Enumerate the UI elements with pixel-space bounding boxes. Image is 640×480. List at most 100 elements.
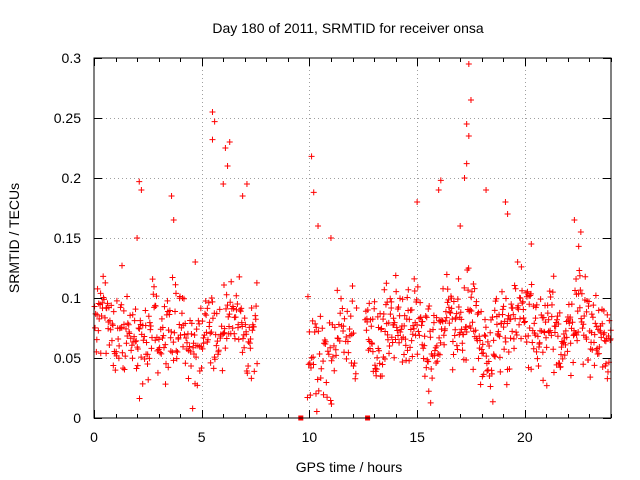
data-point (433, 314, 440, 321)
data-point (583, 308, 590, 315)
data-point (449, 338, 456, 345)
data-point (198, 365, 205, 372)
data-point (320, 391, 327, 398)
data-point (350, 330, 357, 337)
data-point (459, 340, 466, 347)
data-point (350, 362, 357, 369)
data-point (341, 315, 348, 322)
data-point (395, 332, 402, 339)
data-point (138, 354, 145, 361)
data-point (247, 345, 254, 352)
data-point (365, 347, 372, 354)
data-point (493, 295, 500, 302)
data-point (103, 350, 110, 357)
data-point (340, 323, 347, 330)
data-point (185, 375, 192, 382)
data-point (167, 334, 174, 341)
data-point (232, 314, 239, 321)
data-point (476, 337, 483, 344)
data-point (155, 336, 162, 343)
data-point (131, 333, 138, 340)
data-point (421, 342, 428, 349)
data-point (532, 315, 539, 322)
data-point (426, 303, 433, 310)
data-point (254, 360, 261, 367)
data-point (231, 335, 238, 342)
data-point (425, 358, 432, 365)
data-point (306, 328, 313, 335)
data-point (223, 291, 230, 298)
data-point (502, 295, 509, 302)
data-point-peak (315, 223, 322, 229)
x-tick-label: 20 (517, 429, 533, 445)
data-point (239, 323, 246, 330)
data-point (581, 313, 588, 320)
data-point (604, 311, 611, 318)
data-point (187, 348, 194, 355)
data-point (229, 325, 236, 332)
data-point (482, 333, 489, 340)
data-point (211, 356, 218, 363)
data-point (420, 345, 427, 352)
data-point (487, 329, 494, 336)
data-point (371, 298, 378, 305)
data-point (414, 351, 421, 358)
data-point (142, 322, 149, 329)
data-point (507, 316, 514, 323)
data-point (528, 290, 535, 297)
data-point (209, 315, 216, 322)
data-point-peak (226, 139, 233, 145)
data-point (602, 338, 609, 345)
data-point (414, 283, 421, 290)
data-point (390, 315, 397, 322)
data-point (328, 357, 335, 364)
data-point (371, 305, 378, 312)
data-point (317, 374, 324, 381)
data-point (381, 286, 388, 293)
data-point (133, 365, 140, 372)
data-point (413, 296, 420, 303)
data-point (536, 339, 543, 346)
data-point (233, 292, 240, 299)
data-point (592, 292, 599, 299)
data-point (482, 316, 489, 323)
data-point (446, 309, 453, 316)
data-point-peak (457, 223, 464, 229)
data-point (587, 374, 594, 381)
y-tick-label: 0.15 (54, 230, 81, 246)
data-point (204, 305, 211, 312)
data-point (408, 337, 415, 344)
data-point (543, 344, 550, 351)
data-point (144, 351, 151, 358)
data-point (366, 345, 373, 352)
data-point (463, 328, 470, 335)
data-point (131, 317, 138, 324)
data-point (332, 346, 339, 353)
data-point (169, 349, 176, 356)
data-point (147, 326, 154, 333)
data-point (210, 365, 217, 372)
data-point (468, 288, 475, 295)
data-point (184, 339, 191, 346)
data-point (209, 298, 216, 305)
data-point (316, 351, 323, 358)
data-point-peak (220, 181, 227, 187)
data-point (395, 304, 402, 311)
data-point (110, 308, 117, 315)
data-point (317, 313, 324, 320)
data-point (548, 313, 555, 320)
data-point (344, 308, 351, 315)
data-point (431, 352, 438, 359)
data-point (499, 306, 506, 313)
data-point (222, 345, 229, 352)
data-point (497, 368, 504, 375)
data-point (440, 332, 447, 339)
data-point (529, 339, 536, 346)
data-point (479, 350, 486, 357)
data-point (160, 332, 167, 339)
data-point (310, 354, 317, 361)
data-point (230, 305, 237, 312)
data-point (543, 334, 550, 341)
data-point (171, 329, 178, 336)
data-point (213, 310, 220, 317)
